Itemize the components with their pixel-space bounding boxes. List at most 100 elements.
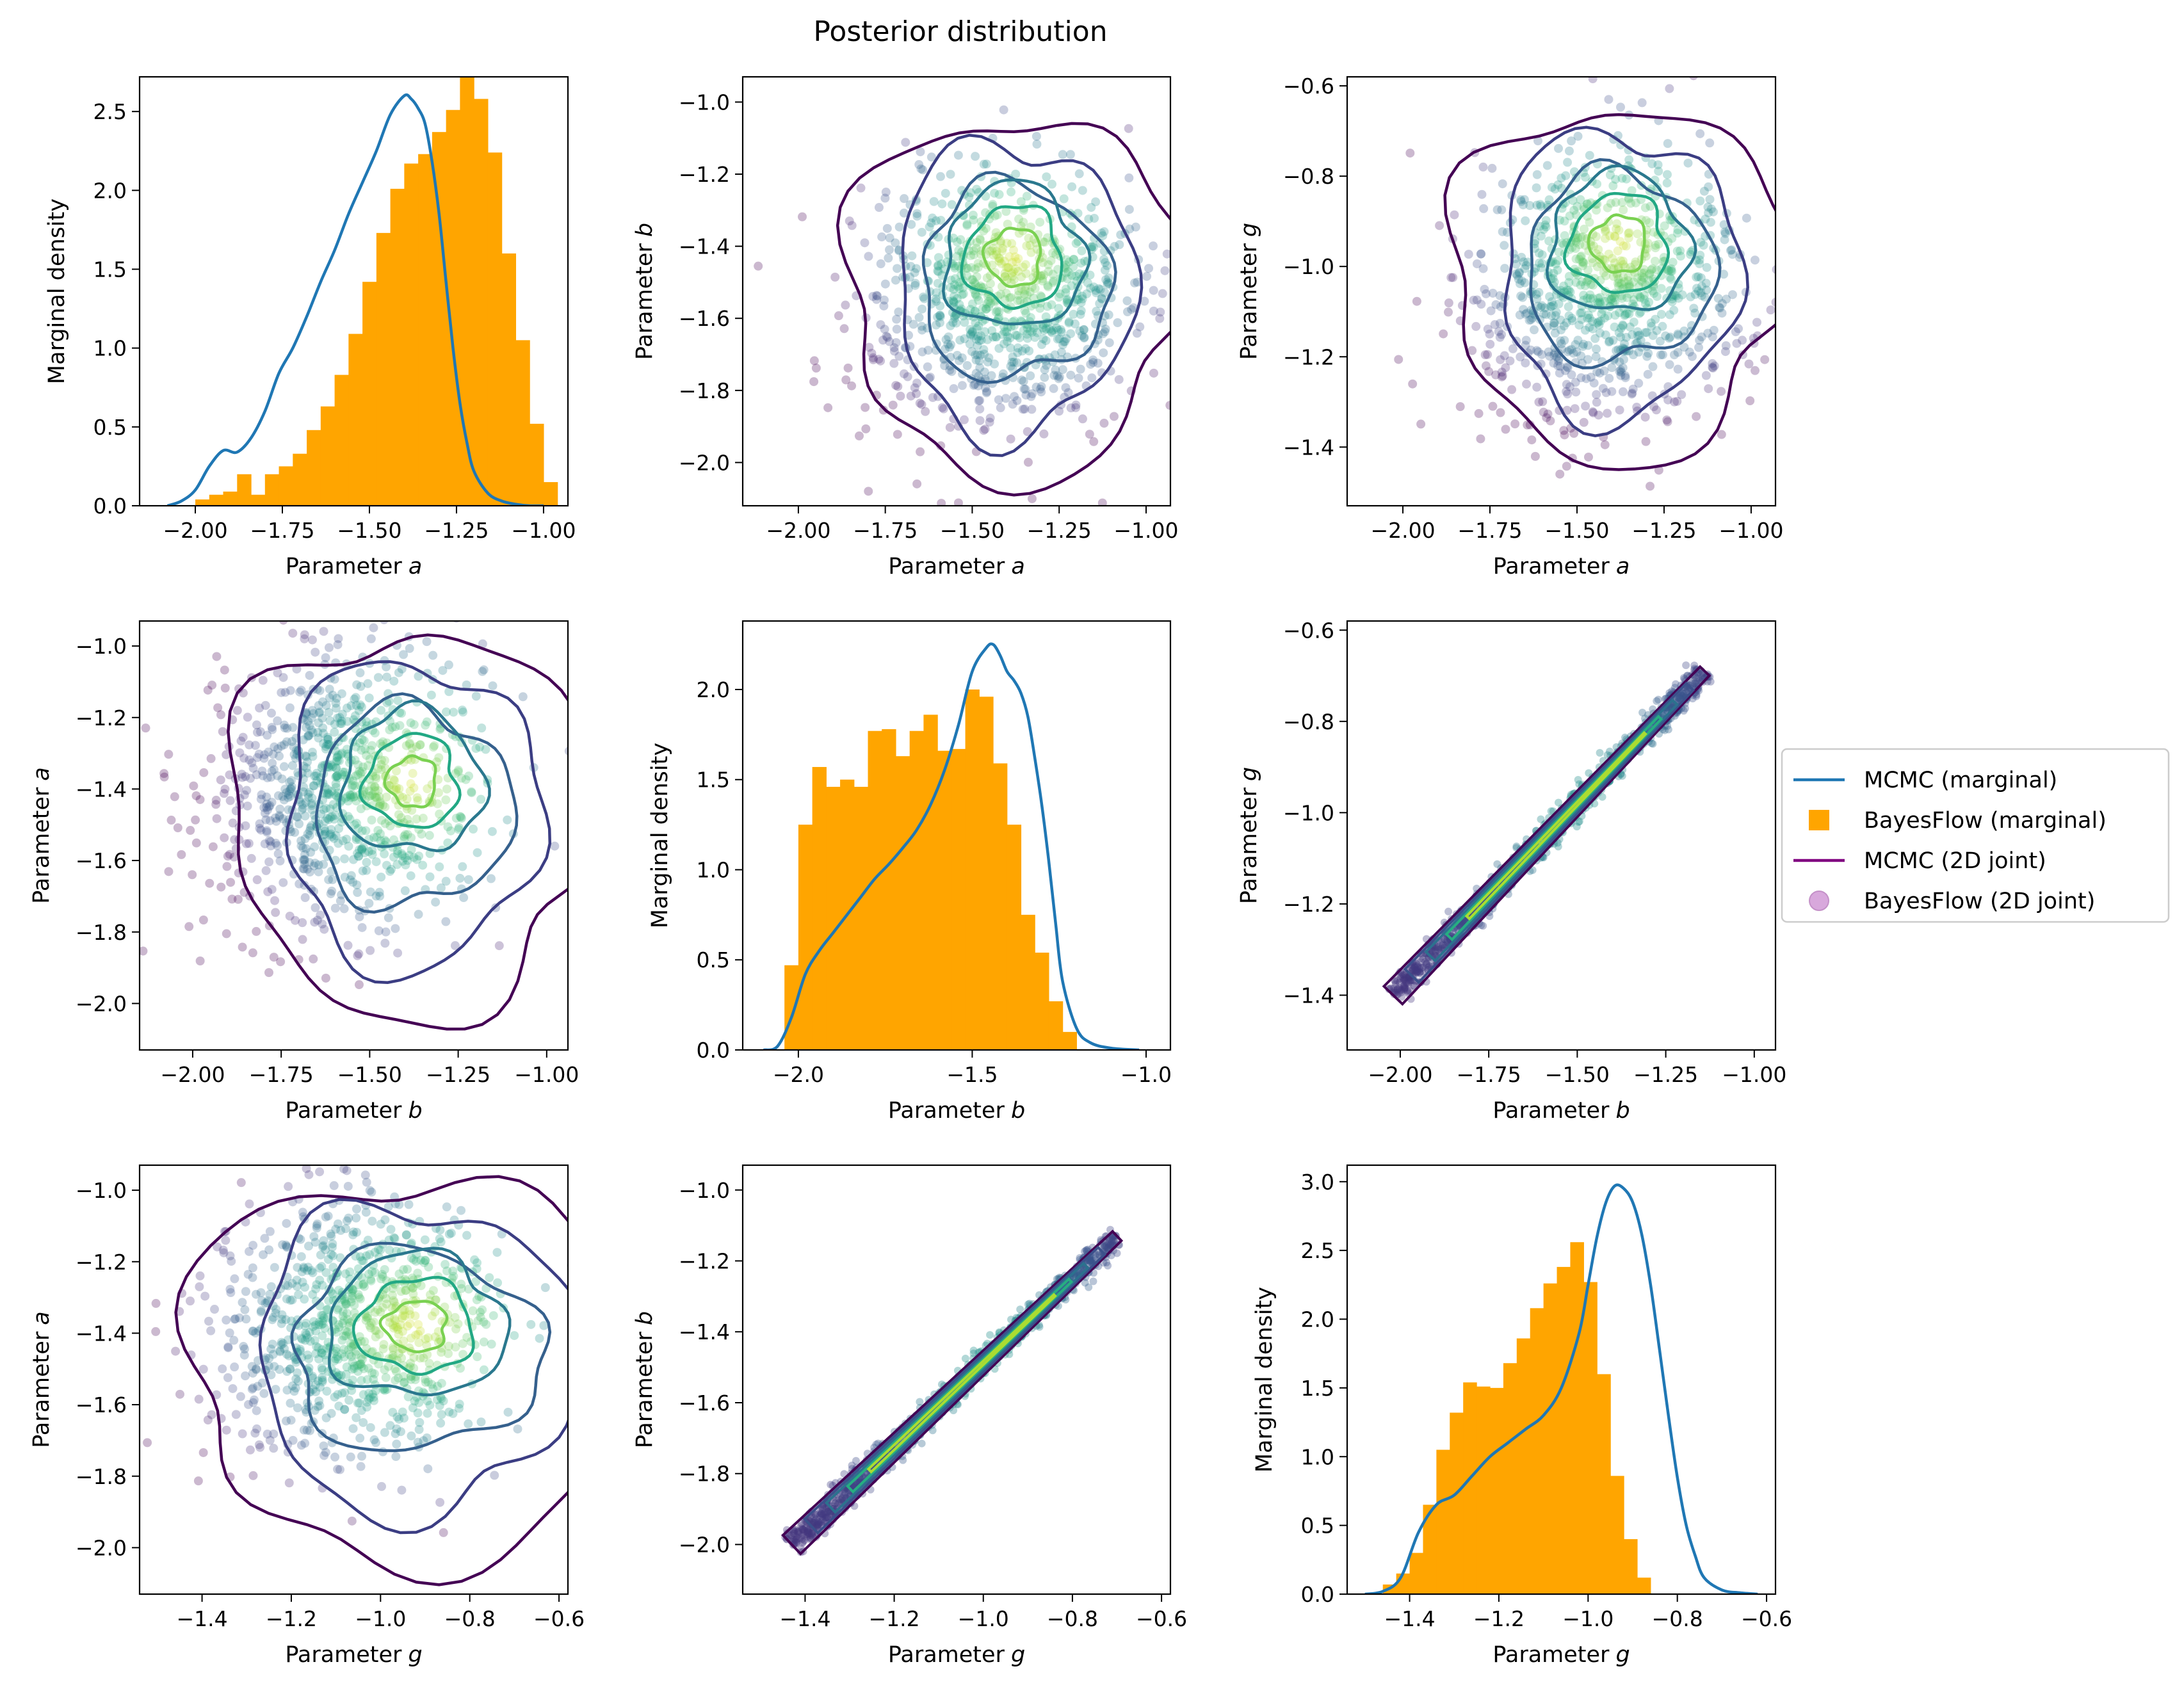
bayesflow-point: [1701, 214, 1710, 224]
bayesflow-point: [281, 1315, 291, 1325]
bayesflow-point: [1091, 197, 1101, 207]
bayesflow-point: [296, 1252, 306, 1261]
bayesflow-point: [388, 1320, 398, 1330]
bayesflow-point: [236, 1392, 245, 1401]
bayesflow-point: [424, 1262, 433, 1272]
bayesflow-point: [1434, 946, 1442, 954]
bayesflow-point: [896, 391, 905, 401]
bayesflow-point: [231, 1314, 240, 1324]
bayesflow-point: [255, 727, 265, 737]
bayesflow-point: [355, 1398, 364, 1408]
bayesflow-point: [893, 382, 903, 391]
bayesflow-point: [996, 238, 1006, 248]
x-tick-label: −1.0: [1120, 1062, 1172, 1087]
bayesflow-point: [225, 1284, 235, 1294]
bayesflow-point: [1573, 823, 1581, 831]
bayesflow-point: [296, 1234, 305, 1244]
bayesflow-point: [435, 725, 445, 734]
bayesflow-point: [894, 246, 903, 255]
bayesflow-point: [933, 312, 942, 322]
bayesflow-point: [220, 833, 229, 843]
bayesflow-point: [384, 913, 393, 923]
bayesflow-point: [323, 732, 332, 742]
bayesflow-point: [437, 1378, 446, 1388]
bayesflow-point: [230, 1314, 239, 1324]
bayesflow-point: [1672, 680, 1680, 688]
bayesflow-point: [1003, 332, 1012, 341]
bayesflow-point: [245, 755, 254, 765]
bayesflow-point: [241, 1371, 250, 1381]
bayesflow-point: [1560, 366, 1570, 375]
bayesflow-point: [449, 707, 458, 717]
mcmc-contour: [1443, 113, 1776, 471]
bayesflow-point: [364, 1270, 374, 1279]
bayesflow-point: [371, 891, 381, 901]
bayesflow-point: [1607, 363, 1617, 373]
bayesflow-point: [388, 1343, 398, 1352]
bayesflow-point: [262, 792, 271, 802]
bayesflow-point: [286, 791, 295, 801]
axes-frame: [1346, 620, 1777, 1051]
bayesflow-point: [228, 1383, 238, 1393]
bayesflow-point: [1679, 327, 1689, 336]
bayesflow-point: [918, 165, 928, 175]
bayesflow-point: [1543, 409, 1553, 419]
bayesflow-point: [1585, 290, 1595, 300]
bayesflow-point: [969, 215, 978, 225]
bayesflow-point: [364, 1389, 374, 1398]
bayesflow-point: [952, 252, 962, 261]
bayesflow-point: [987, 246, 997, 255]
mcmc-contour: [1403, 681, 1695, 985]
bayesflow-point: [1571, 278, 1581, 287]
x-tick-label: −1.00: [1719, 518, 1783, 543]
bayesflow-point: [348, 1375, 357, 1385]
bayesflow-point: [343, 703, 352, 713]
bayesflow-point: [273, 849, 283, 859]
bayesflow-point: [433, 799, 442, 809]
bayesflow-point: [975, 235, 985, 245]
bayesflow-point: [311, 1320, 320, 1330]
bayesflow-point: [987, 371, 996, 380]
bayesflow-point: [1519, 305, 1528, 314]
bayesflow-point: [980, 350, 989, 359]
bayesflow-point: [273, 791, 283, 800]
bayesflow-point: [353, 1290, 363, 1300]
bayesflow-point: [1532, 346, 1542, 355]
bayesflow-point: [1786, 282, 1795, 291]
bayesflow-point: [316, 1311, 326, 1320]
bayesflow-point: [1044, 260, 1053, 270]
hist-bar: [348, 334, 363, 506]
bayesflow-point: [1705, 138, 1715, 148]
bayesflow-point: [287, 737, 296, 746]
bayesflow-point: [450, 941, 460, 951]
bayesflow-point: [1406, 976, 1414, 985]
bayesflow-point: [357, 844, 367, 854]
bayesflow-point: [425, 872, 435, 882]
bayesflow-point: [1514, 268, 1524, 278]
bayesflow-point: [1416, 968, 1424, 976]
bayesflow-point: [1007, 187, 1016, 197]
hist-bar: [784, 965, 799, 1050]
bayesflow-point: [416, 1281, 426, 1291]
bayesflow-point: [331, 757, 341, 766]
bayesflow-point: [1576, 251, 1586, 261]
bayesflow-point: [473, 1316, 483, 1326]
bayesflow-point: [328, 1262, 338, 1272]
bayesflow-point: [1010, 252, 1020, 262]
bayesflow-point: [882, 332, 891, 341]
bayesflow-point: [321, 1413, 331, 1423]
bayesflow-point: [455, 1400, 464, 1409]
bayesflow-point: [1663, 417, 1672, 426]
bayesflow-point: [380, 1428, 389, 1437]
bayesflow-point: [1649, 402, 1659, 412]
bayesflow-point: [1010, 392, 1019, 401]
bayesflow-point: [1686, 292, 1695, 302]
bayesflow-point: [391, 1429, 400, 1439]
y-tick-label: −1.6: [76, 848, 127, 873]
bayesflow-point: [1589, 408, 1598, 417]
bayesflow-point: [1069, 254, 1078, 264]
bayesflow-point: [222, 1315, 231, 1325]
bayesflow-point: [1563, 347, 1573, 357]
bayesflow-point: [1003, 337, 1012, 346]
